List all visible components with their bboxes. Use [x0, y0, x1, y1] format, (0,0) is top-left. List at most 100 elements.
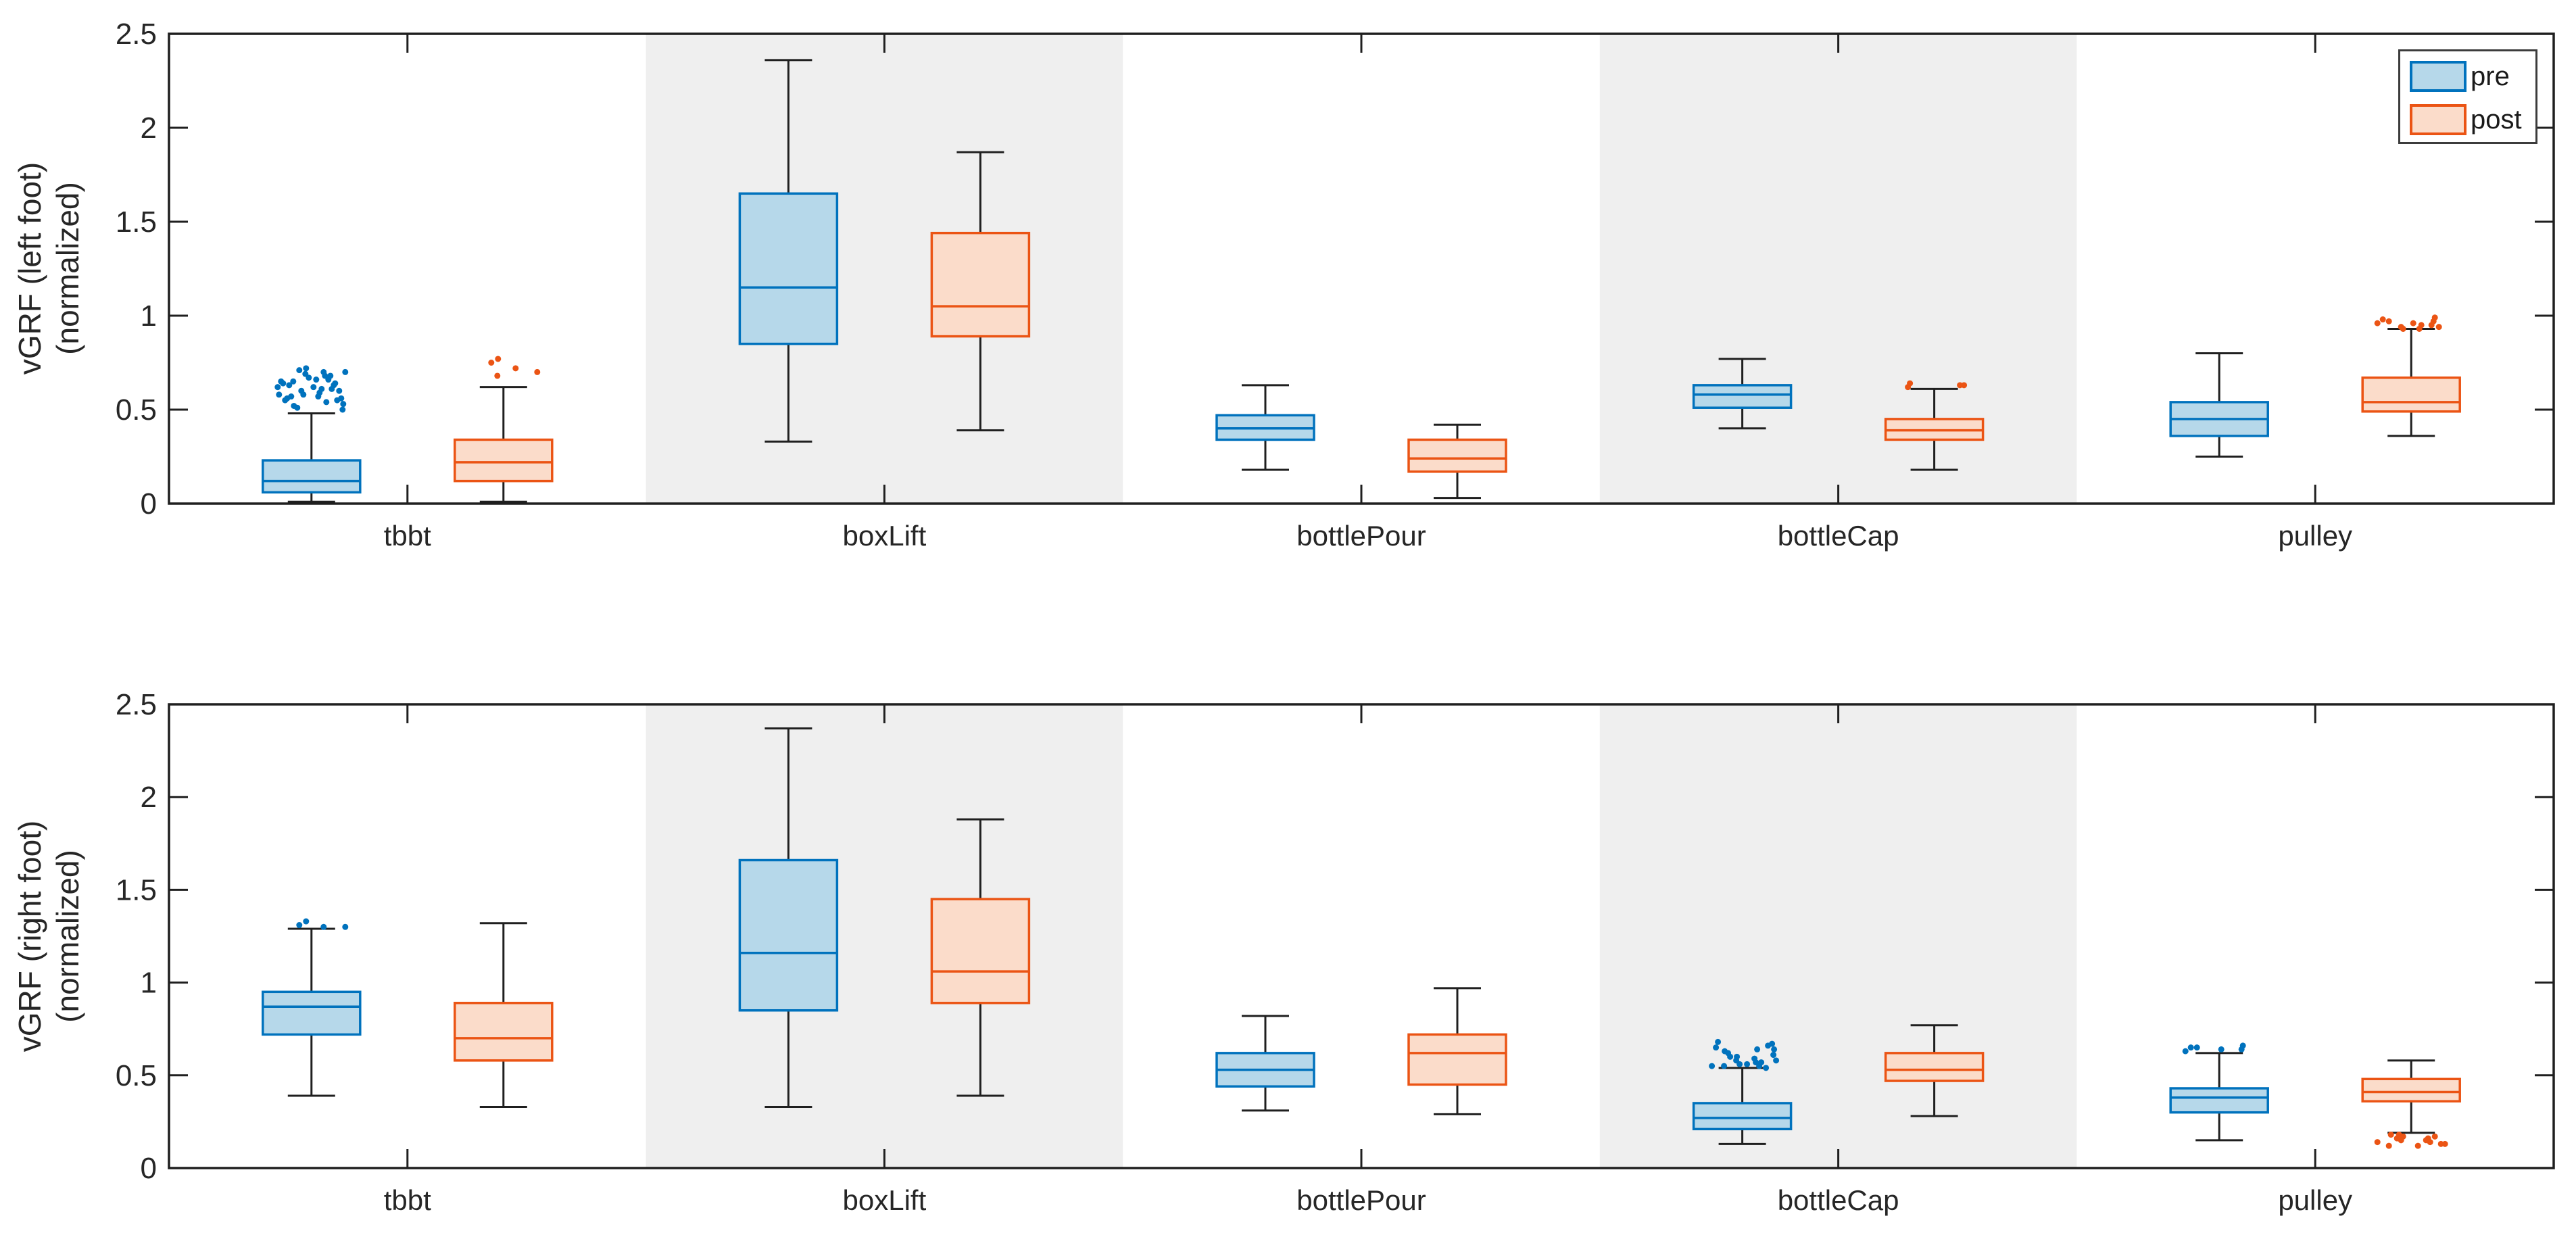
- box-pre-bottleCap: [1692, 384, 1793, 409]
- outlier-dot: [303, 365, 310, 372]
- y-tick-label: 1.5: [116, 873, 157, 906]
- outlier-dot: [315, 393, 322, 400]
- category-label: bottleCap: [1778, 1184, 1899, 1216]
- outlier-dot: [2193, 1044, 2200, 1051]
- outlier-dot: [306, 374, 312, 381]
- y-axis-label-line1: vGRF (right foot): [12, 820, 47, 1052]
- outlier-dot: [1770, 1052, 1777, 1059]
- outlier-dot: [320, 923, 327, 930]
- outlier-dot: [2385, 318, 2392, 324]
- box-pre-pulley: [2169, 1087, 2269, 1114]
- outlier-dot: [2218, 1046, 2225, 1052]
- outlier-dot: [2385, 1142, 2392, 1149]
- outlier-dot: [300, 391, 307, 398]
- category-label: boxLift: [843, 1184, 927, 1216]
- outlier-dot: [2414, 1142, 2421, 1149]
- y-tick-label: 1.5: [116, 205, 157, 239]
- outlier-dot: [2238, 1046, 2245, 1052]
- outlier-dot: [1713, 1044, 1720, 1051]
- box-post-tbbt: [454, 438, 554, 483]
- outlier-dot: [2427, 1139, 2433, 1146]
- outlier-dot: [2374, 1139, 2381, 1146]
- y-tick-label: 2: [141, 112, 157, 145]
- legend-label-pre: pre: [2471, 62, 2510, 91]
- outlier-dot: [310, 384, 317, 391]
- shaded-category-band: [646, 704, 1123, 1168]
- y-tick-label: 0: [141, 487, 157, 520]
- legend-entry-post: post: [2410, 102, 2522, 137]
- category-label: bottleCap: [1778, 520, 1899, 552]
- y-axis-label-line2: (normalized): [50, 850, 85, 1023]
- outlier-dot: [274, 384, 281, 391]
- outlier-dot: [290, 378, 297, 385]
- box-pre-boxLift: [738, 192, 839, 345]
- legend: pre post: [2398, 49, 2537, 144]
- outlier-dot: [1721, 1063, 1728, 1069]
- outlier-dot: [1736, 1061, 1743, 1067]
- outlier-dot: [2400, 325, 2406, 332]
- y-axis-label-line1: vGRF (left foot): [12, 162, 47, 375]
- legend-swatch-pre: [2410, 61, 2466, 92]
- category-label: tbbt: [384, 1184, 431, 1216]
- category-label: pulley: [2278, 1184, 2352, 1216]
- shaded-category-band: [1599, 34, 2077, 504]
- legend-entry-pre: pre: [2410, 59, 2510, 94]
- outlier-dot: [1744, 1061, 1751, 1067]
- box-pre-bottleCap: [1692, 1102, 1793, 1131]
- legend-label-post: post: [2471, 105, 2522, 135]
- outlier-dot: [325, 377, 332, 383]
- outlier-dot: [488, 360, 495, 366]
- outlier-dot: [2398, 1137, 2404, 1144]
- outlier-dot: [286, 382, 293, 389]
- category-label: bottlePour: [1296, 1184, 1426, 1216]
- shaded-category-band: [646, 34, 1123, 504]
- outlier-dot: [2387, 1132, 2394, 1138]
- outlier-dot: [282, 397, 289, 404]
- category-label: tbbt: [384, 520, 431, 552]
- outlier-dot: [2187, 1044, 2194, 1051]
- outlier-dot: [1763, 1065, 1770, 1071]
- y-tick-label: 0: [141, 1152, 157, 1185]
- outlier-dot: [1773, 1057, 1780, 1064]
- outlier-dot: [2435, 324, 2442, 331]
- outlier-dot: [2428, 322, 2435, 329]
- box-post-bottlePour: [1407, 438, 1507, 473]
- outlier-dot: [329, 385, 335, 392]
- legend-swatch-post: [2410, 104, 2466, 135]
- outlier-dot: [2431, 1133, 2438, 1140]
- box-post-bottleCap: [1884, 1052, 1985, 1082]
- shaded-category-band: [1599, 704, 2077, 1168]
- outlier-dot: [294, 404, 301, 411]
- outlier-dot: [1756, 1063, 1763, 1069]
- outlier-dot: [303, 918, 310, 925]
- y-tick-label: 2.5: [116, 18, 157, 51]
- outlier-dot: [534, 368, 541, 375]
- category-label: boxLift: [843, 520, 927, 552]
- outlier-dot: [339, 406, 346, 413]
- y-axis-label-line2: (normalized): [50, 182, 85, 355]
- box-pre-boxLift: [738, 858, 839, 1012]
- outlier-dot: [1771, 1046, 1778, 1052]
- y-tick-label: 0.5: [116, 393, 157, 427]
- box-post-tbbt: [454, 1002, 554, 1062]
- outlier-dot: [323, 399, 330, 406]
- y-tick-label: 0.5: [116, 1059, 157, 1092]
- outlier-dot: [1709, 1063, 1716, 1069]
- box-post-pulley: [2361, 1077, 2461, 1102]
- y-tick-label: 1: [141, 299, 157, 333]
- box-post-boxLift: [930, 231, 1031, 338]
- y-tick-label: 2.5: [116, 688, 157, 721]
- outlier-dot: [495, 356, 502, 362]
- box-post-pulley: [2361, 376, 2461, 413]
- y-tick-label: 2: [141, 781, 157, 814]
- box-post-bottlePour: [1407, 1033, 1507, 1086]
- outlier-dot: [2374, 320, 2381, 326]
- box-pre-tbbt: [262, 459, 362, 494]
- outlier-dot: [1905, 384, 1912, 391]
- box-post-boxLift: [930, 898, 1031, 1004]
- outlier-dot: [1727, 1053, 1734, 1060]
- outlier-dot: [313, 377, 320, 383]
- outlier-dot: [296, 922, 303, 929]
